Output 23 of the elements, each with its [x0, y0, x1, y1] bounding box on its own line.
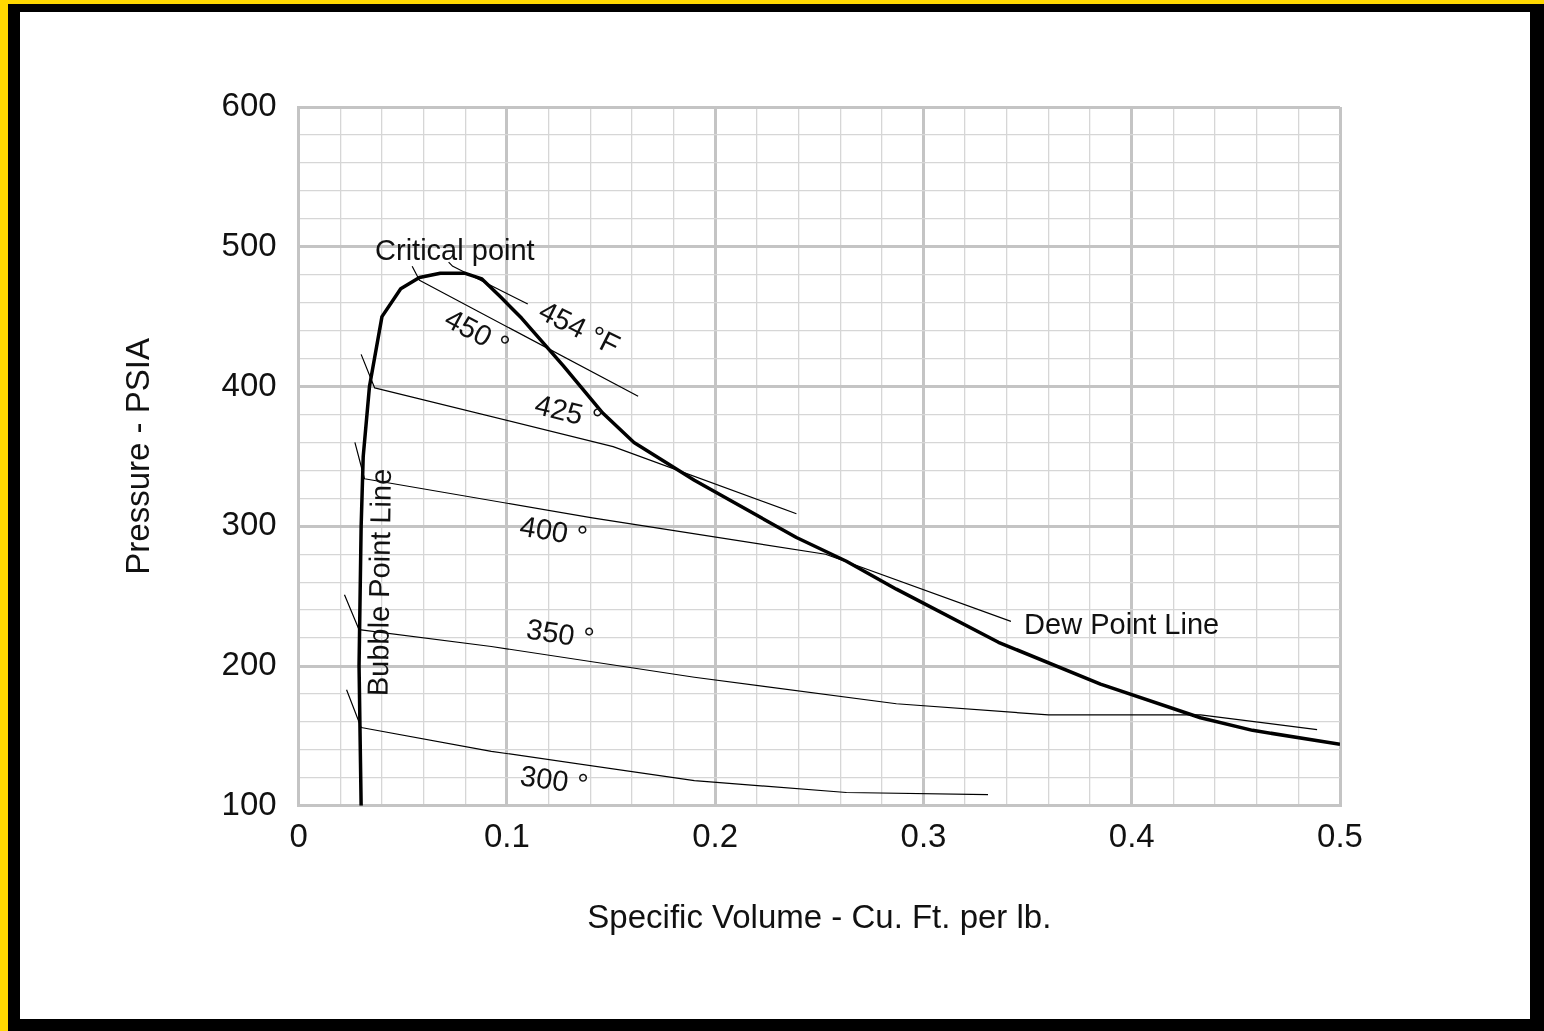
x-tick-label: 0 — [289, 816, 308, 854]
annotation: Bubble Point Line — [361, 468, 397, 697]
annotation: 400 ° — [517, 509, 590, 553]
x-tick-label: 0.4 — [1108, 816, 1155, 854]
annotation: Critical point — [375, 234, 535, 267]
y-axis-title: Pressure - PSIA — [118, 338, 156, 575]
annotation: 425 ° — [531, 388, 606, 436]
y-tick-label: 600 — [221, 86, 277, 124]
annotation: 350 ° — [524, 612, 597, 655]
y-tick-label: 300 — [221, 505, 277, 543]
y-tick-label: 200 — [221, 645, 277, 683]
annotation: 300 ° — [518, 759, 591, 801]
annotation: 450 ° — [439, 301, 515, 363]
x-tick-label: 0.3 — [900, 816, 947, 854]
annotation: 454 °F — [533, 294, 625, 362]
x-axis-title: Specific Volume - Cu. Ft. per lb. — [587, 898, 1052, 936]
y-tick-label: 500 — [221, 225, 277, 263]
x-tick-label: 0.1 — [483, 816, 530, 854]
y-tick-label: 100 — [221, 784, 277, 822]
x-tick-label: 0.5 — [1317, 816, 1363, 854]
annotation: Dew Point Line — [1024, 608, 1220, 641]
y-tick-label: 400 — [221, 365, 277, 403]
x-tick-label: 0.2 — [692, 816, 739, 854]
